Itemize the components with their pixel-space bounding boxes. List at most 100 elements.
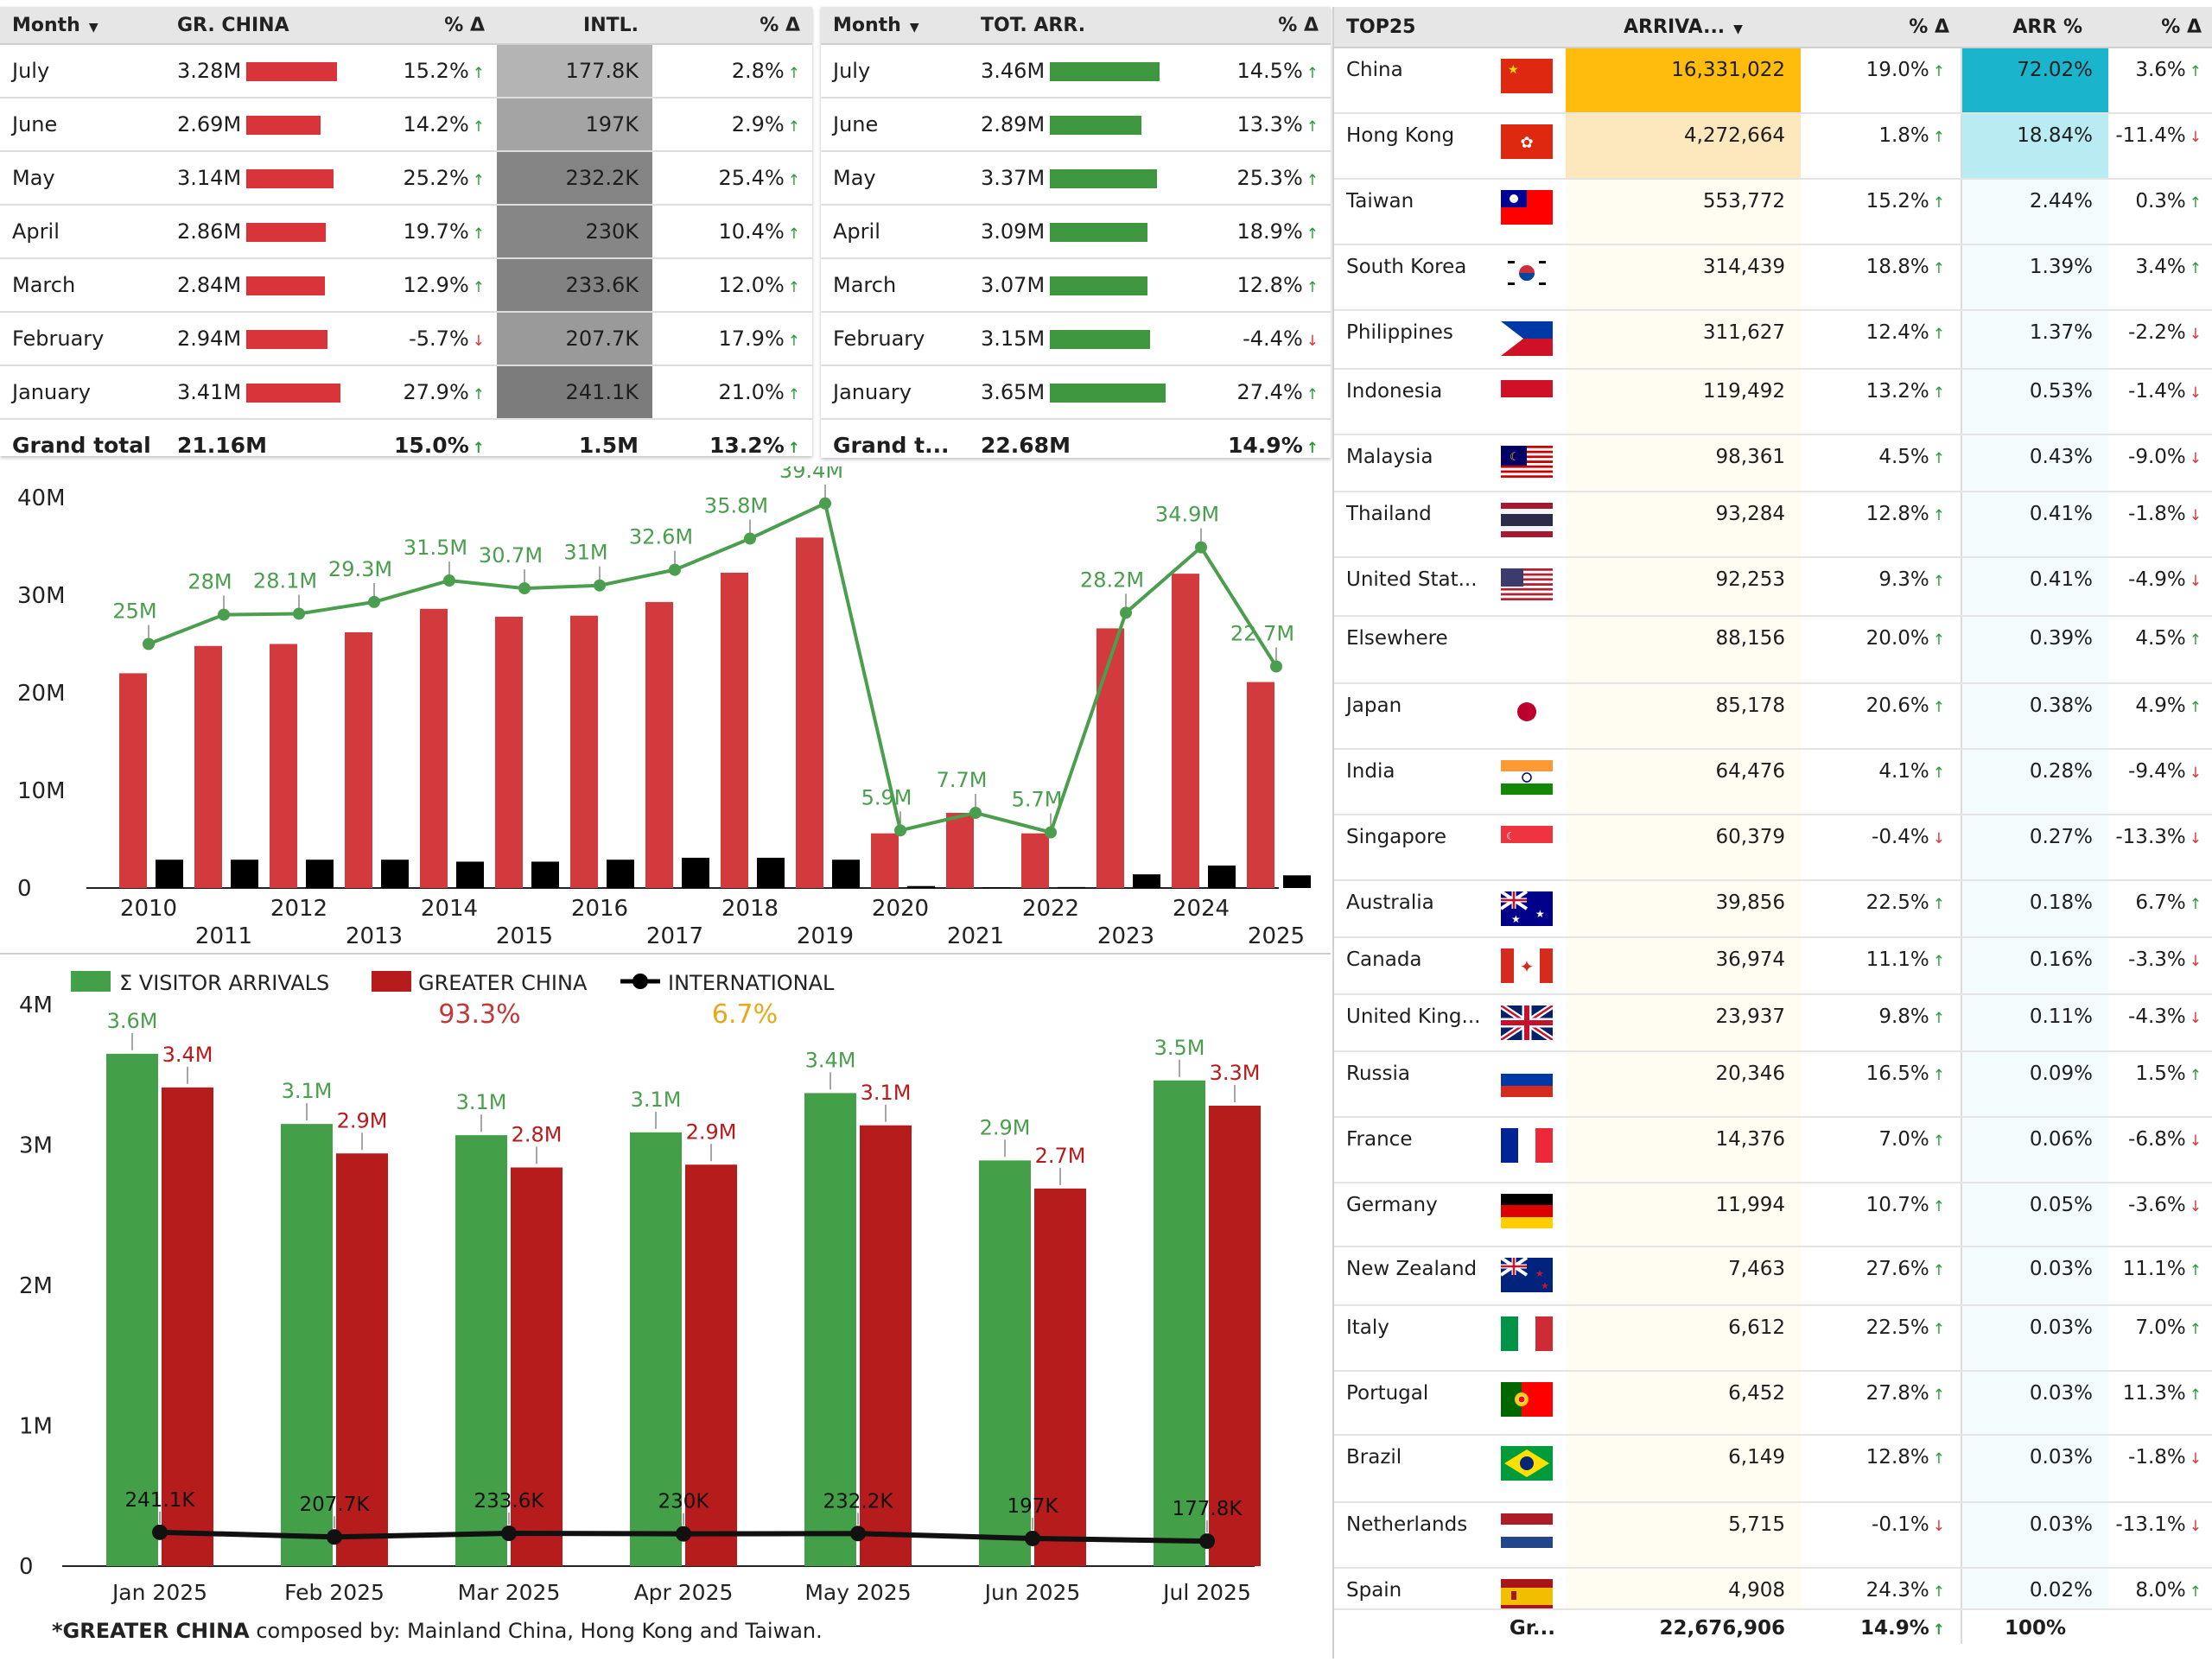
arrivals-pct-cell: 7.0% ↑ (1801, 1117, 1962, 1183)
intl-total-value: 1.5M (578, 432, 639, 458)
table-row[interactable]: May 3.37M 25.3% ↑ (821, 151, 1331, 206)
share-cell: 0.18% (1961, 880, 2108, 938)
share-pct-value: -4.3% (2128, 1005, 2186, 1028)
gc-value: 3.41M (177, 380, 242, 404)
table-row[interactable]: February 2.94M -5.7% ↓ 207.7K 17.9% ↑ (0, 312, 812, 366)
up-arrow-icon: ↑ (787, 439, 800, 457)
arrivals-pct-cell: 27.8% ↑ (1801, 1371, 1962, 1436)
total-arrivals-label: 3.1M (631, 1088, 682, 1112)
y-tick-label: 2M (19, 1273, 53, 1299)
table-row[interactable]: Taiwan 553,772 15.2% ↑ 2.44% 0.3% ↑ (1334, 179, 2212, 245)
country-cell: Hong Kong ✿ (1334, 113, 1566, 180)
table-row[interactable]: April 2.86M 19.7% ↑ 230K 10.4% ↑ (0, 205, 812, 259)
country-cell: Spain (1334, 1568, 1566, 1610)
total-data-bar (1050, 169, 1157, 188)
total-value: 3.46M (981, 59, 1046, 83)
up-arrow-icon: ↑ (1932, 450, 1945, 467)
table-row[interactable]: China ★ 16,331,022 19.0% ↑ 72.02% 3.6% ↑ (1334, 48, 2212, 114)
sort-caret-icon[interactable]: ▼ (909, 20, 919, 35)
international-bar (531, 861, 559, 888)
country-column-header[interactable]: TOP25 (1334, 7, 1566, 48)
country-cell: United King... (1334, 994, 1566, 1052)
up-arrow-icon: ↑ (787, 333, 800, 350)
up-arrow-icon: ↑ (2189, 194, 2202, 212)
greater-china-bar (1209, 1106, 1261, 1566)
share-pct-column-header[interactable]: % Δ (2108, 7, 2212, 48)
table-row[interactable]: Russia 20,346 16.5% ↑ 0.09% 1.5% ↑ (1334, 1051, 2212, 1118)
total-value-cell: 3.65M (972, 365, 1210, 420)
down-arrow-icon: ↓ (1932, 1518, 1945, 1535)
month-column-header[interactable]: Month ▼ (0, 7, 168, 45)
legend-total-swatch (71, 971, 111, 992)
flag-fr-icon (1501, 1128, 1553, 1163)
table-row[interactable]: Singapore ☾ 60,379 -0.4% ↓ 0.27% -13.3% ↓ (1334, 815, 2212, 881)
total-arrivals-label: 35.8M (704, 493, 768, 517)
table-row[interactable]: March 3.07M 12.8% ↑ (821, 258, 1331, 313)
total-arrivals-point (218, 608, 230, 621)
share-column-header[interactable]: ARR % (1961, 7, 2108, 48)
up-arrow-icon: ↑ (2189, 1386, 2202, 1404)
table-row[interactable]: United Stat... 92,253 9.3% ↑ 0.41% -4.9% ↓ (1334, 557, 2212, 617)
table-row[interactable]: Philippines 311,627 12.4% ↑ 1.37% -2.2% ↓ (1334, 310, 2212, 370)
table-row[interactable]: June 2.69M 14.2% ↑ 197K 2.9% ↑ (0, 98, 812, 152)
table-row[interactable]: New Zealand ★ ★ 7,463 27.6% ↑ 0.03% 11.1% ↑ (1334, 1246, 2212, 1306)
table-row[interactable]: July 3.46M 14.5% ↑ (821, 44, 1331, 98)
table-row[interactable]: February 3.15M -4.4% ↓ (821, 312, 1331, 366)
table-row[interactable]: January 3.65M 27.4% ↑ (821, 365, 1331, 420)
intl-column-header[interactable]: INTL. (497, 7, 652, 45)
table-row[interactable]: Canada ✦ 36,974 11.1% ↑ 0.16% -3.3% ↓ (1334, 937, 2212, 995)
table-row[interactable]: Thailand 93,284 12.8% ↑ 0.41% -1.8% ↓ (1334, 492, 2212, 558)
table-row[interactable]: Portugal 6,452 27.8% ↑ 0.03% 11.3% ↑ (1334, 1371, 2212, 1436)
flag-cn-icon: ★ (1501, 59, 1553, 93)
table-row[interactable]: Germany 11,994 10.7% ↑ 0.05% -3.6% ↓ (1334, 1183, 2212, 1247)
up-arrow-icon: ↑ (1306, 118, 1319, 136)
total-arrivals-point (669, 563, 681, 576)
table-row[interactable]: June 2.89M 13.3% ↑ (821, 98, 1331, 152)
table-row[interactable]: United King... 23,937 9.8% ↑ 0.11% -4.3% ↓ (1334, 994, 2212, 1052)
month-cell: April (0, 205, 168, 259)
arrivals-pct-cell: 4.5% ↑ (1801, 435, 1962, 492)
table-row[interactable]: Netherlands 5,715 -0.1% ↓ 0.03% -13.1% ↓ (1334, 1502, 2212, 1569)
gc-pct-column-header[interactable]: % Δ (372, 7, 497, 45)
x-tick-label: 2015 (496, 923, 553, 949)
month-column-header[interactable]: Month ▼ (821, 7, 972, 45)
table-row[interactable]: Malaysia ☾ 98,361 4.5% ↑ 0.43% -9.0% ↓ (1334, 435, 2212, 492)
sort-caret-icon[interactable]: ▼ (1733, 22, 1743, 36)
country-cell: Germany (1334, 1183, 1566, 1247)
greater-china-bar (1247, 682, 1274, 888)
flag-br-icon (1501, 1446, 1553, 1481)
table-row[interactable]: France 14,376 7.0% ↑ 0.06% -6.8% ↓ (1334, 1117, 2212, 1183)
sort-caret-icon[interactable]: ▼ (88, 20, 99, 35)
table-row[interactable]: April 3.09M 18.9% ↑ (821, 205, 1331, 259)
greater-china-label: 3.1M (861, 1081, 912, 1105)
table-row[interactable]: May 3.14M 25.2% ↑ 232.2K 25.4% ↑ (0, 151, 812, 206)
share-pct-value: -1.8% (2128, 503, 2186, 525)
table-row[interactable]: Brazil 6,149 12.8% ↑ 0.03% -1.8% ↓ (1334, 1435, 2212, 1503)
total-pct-column-header[interactable]: % Δ (1210, 7, 1331, 45)
table-row[interactable]: Italy 6,612 22.5% ↑ 0.03% 7.0% ↑ (1334, 1305, 2212, 1372)
table-row[interactable]: Japan 85,178 20.6% ↑ 0.38% 4.9% ↑ (1334, 683, 2212, 750)
down-arrow-icon: ↓ (2189, 450, 2202, 467)
arrivals-cell: 39,856 (1566, 880, 1801, 938)
table-row[interactable]: July 3.28M 15.2% ↑ 177.8K 2.8% ↑ (0, 44, 812, 98)
share-pct-value: -1.8% (2128, 1446, 2186, 1469)
table-row[interactable]: South Korea 314,439 18.8% ↑ 1.39% 3.4% ↑ (1334, 244, 2212, 311)
arrivals-cell: 98,361 (1566, 435, 1801, 492)
table-row[interactable]: Indonesia 119,492 13.2% ↑ 0.53% -1.4% ↓ (1334, 369, 2212, 435)
table-row[interactable]: Spain 4,908 24.3% ↑ 0.02% 8.0% ↑ (1334, 1568, 2212, 1610)
up-arrow-icon: ↑ (787, 118, 800, 136)
total-arrivals-column-header[interactable]: TOT. ARR. (972, 7, 1210, 45)
arrivals-pct-column-header[interactable]: % Δ (1801, 7, 1961, 48)
international-bar (1283, 875, 1311, 888)
table-row[interactable]: India 64,476 4.1% ↑ 0.28% -9.4% ↓ (1334, 749, 2212, 815)
table-row[interactable]: Australia ★ ★ 39,856 22.5% ↑ 0.18% 6.7% ↑ (1334, 880, 2212, 938)
arrivals-column-header[interactable]: ARRIVA... ▼ (1566, 7, 1801, 48)
table-row[interactable]: Elsewhere 88,156 20.0% ↑ 0.39% 4.5% ↑ (1334, 616, 2212, 684)
table-row[interactable]: March 2.84M 12.9% ↑ 233.6K 12.0% ↑ (0, 258, 812, 313)
table-row[interactable]: Hong Kong ✿ 4,272,664 1.8% ↑ 18.84% -11.4% ↓ (1334, 113, 2212, 180)
gc-column-header[interactable]: GR. CHINA (168, 7, 372, 45)
table-row[interactable]: January 3.41M 27.9% ↑ 241.1K 21.0% ↑ (0, 365, 812, 420)
down-arrow-icon: ↓ (2189, 384, 2202, 402)
up-arrow-icon: ↑ (2189, 896, 2202, 913)
intl-pct-column-header[interactable]: % Δ (652, 7, 812, 45)
